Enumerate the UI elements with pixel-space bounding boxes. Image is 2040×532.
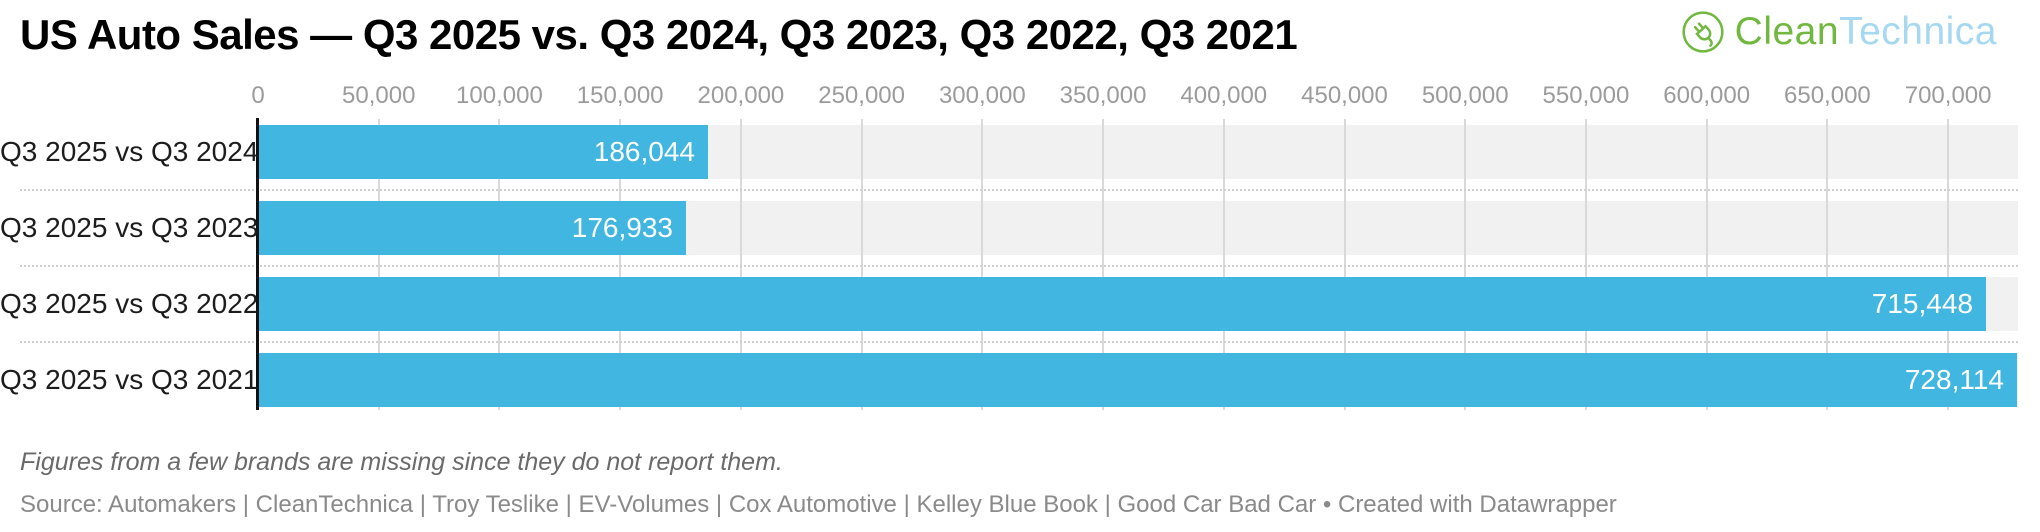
source-line: Source: Automakers | CleanTechnica | Tro… — [20, 491, 1617, 518]
y-axis-baseline — [256, 118, 259, 410]
bar: 176,933 — [259, 201, 686, 255]
gridline — [1222, 119, 1225, 410]
row-label: Q3 2025 vs Q3 2023 — [0, 212, 259, 243]
gridline — [1464, 119, 1467, 410]
gridline — [1705, 119, 1708, 410]
axis-tick-label: 250,000 — [818, 82, 905, 109]
axis-tick-label: 700,000 — [1904, 82, 1992, 109]
gridline — [619, 119, 622, 410]
row-separator — [20, 189, 2018, 191]
gridline — [1584, 119, 1587, 410]
axis-tick-label: 50,000 — [342, 82, 416, 109]
axis-tick-label: 100,000 — [456, 82, 543, 109]
axis-tick-label: 0 — [251, 82, 265, 109]
axis-tick-label: 350,000 — [1059, 82, 1147, 109]
axis-tick-label: 300,000 — [938, 82, 1026, 109]
axis-tick-label: 150,000 — [576, 82, 664, 109]
axis-tick-label: 400,000 — [1180, 82, 1268, 109]
bar-value-label: 728,114 — [1904, 364, 2004, 395]
gridline — [739, 119, 742, 410]
gridline — [1826, 119, 1829, 410]
gridline — [1947, 119, 1950, 410]
axis-tick-label: 600,000 — [1663, 82, 1751, 109]
gridline — [377, 119, 380, 410]
chart-title: US Auto Sales — Q3 2025 vs. Q3 2024, Q3 … — [20, 11, 1298, 58]
cleantechnica-logo: CleanTechnica — [1680, 9, 1997, 55]
axis-tick-label: 550,000 — [1542, 82, 1630, 109]
row-separator — [20, 341, 2018, 343]
axis-tick-label: 500,000 — [1421, 82, 1509, 109]
bar-value-label: 715,448 — [1871, 288, 1973, 319]
footnote: Figures from a few brands are missing si… — [20, 448, 783, 476]
row-label: Q3 2025 vs Q3 2022 — [0, 288, 259, 319]
logo-wordmark: CleanTechnica — [1735, 10, 1997, 54]
bar-value-label: 176,933 — [571, 212, 673, 243]
gridline — [860, 119, 863, 410]
gridline — [1343, 119, 1346, 410]
row-label: Q3 2025 vs Q3 2021 — [0, 364, 259, 395]
axis-tick-label: 200,000 — [697, 82, 785, 109]
gridline — [981, 119, 984, 410]
bar: 715,448 — [259, 277, 1986, 331]
bar: 186,044 — [259, 125, 708, 179]
logo-text-clean: Clean — [1734, 10, 1840, 53]
plug-circle-icon — [1682, 11, 1724, 53]
bar: 728,114 — [259, 353, 2017, 407]
logo-text-technica: Technica — [1839, 10, 1997, 53]
axis-tick-label: 650,000 — [1784, 82, 1871, 109]
gridline — [498, 119, 501, 410]
axis-tick-label: 450,000 — [1301, 82, 1388, 109]
row-label: Q3 2025 vs Q3 2024 — [0, 136, 259, 167]
bar-value-label: 186,044 — [593, 136, 695, 167]
row-separator — [20, 265, 2018, 267]
gridline — [1102, 119, 1105, 410]
